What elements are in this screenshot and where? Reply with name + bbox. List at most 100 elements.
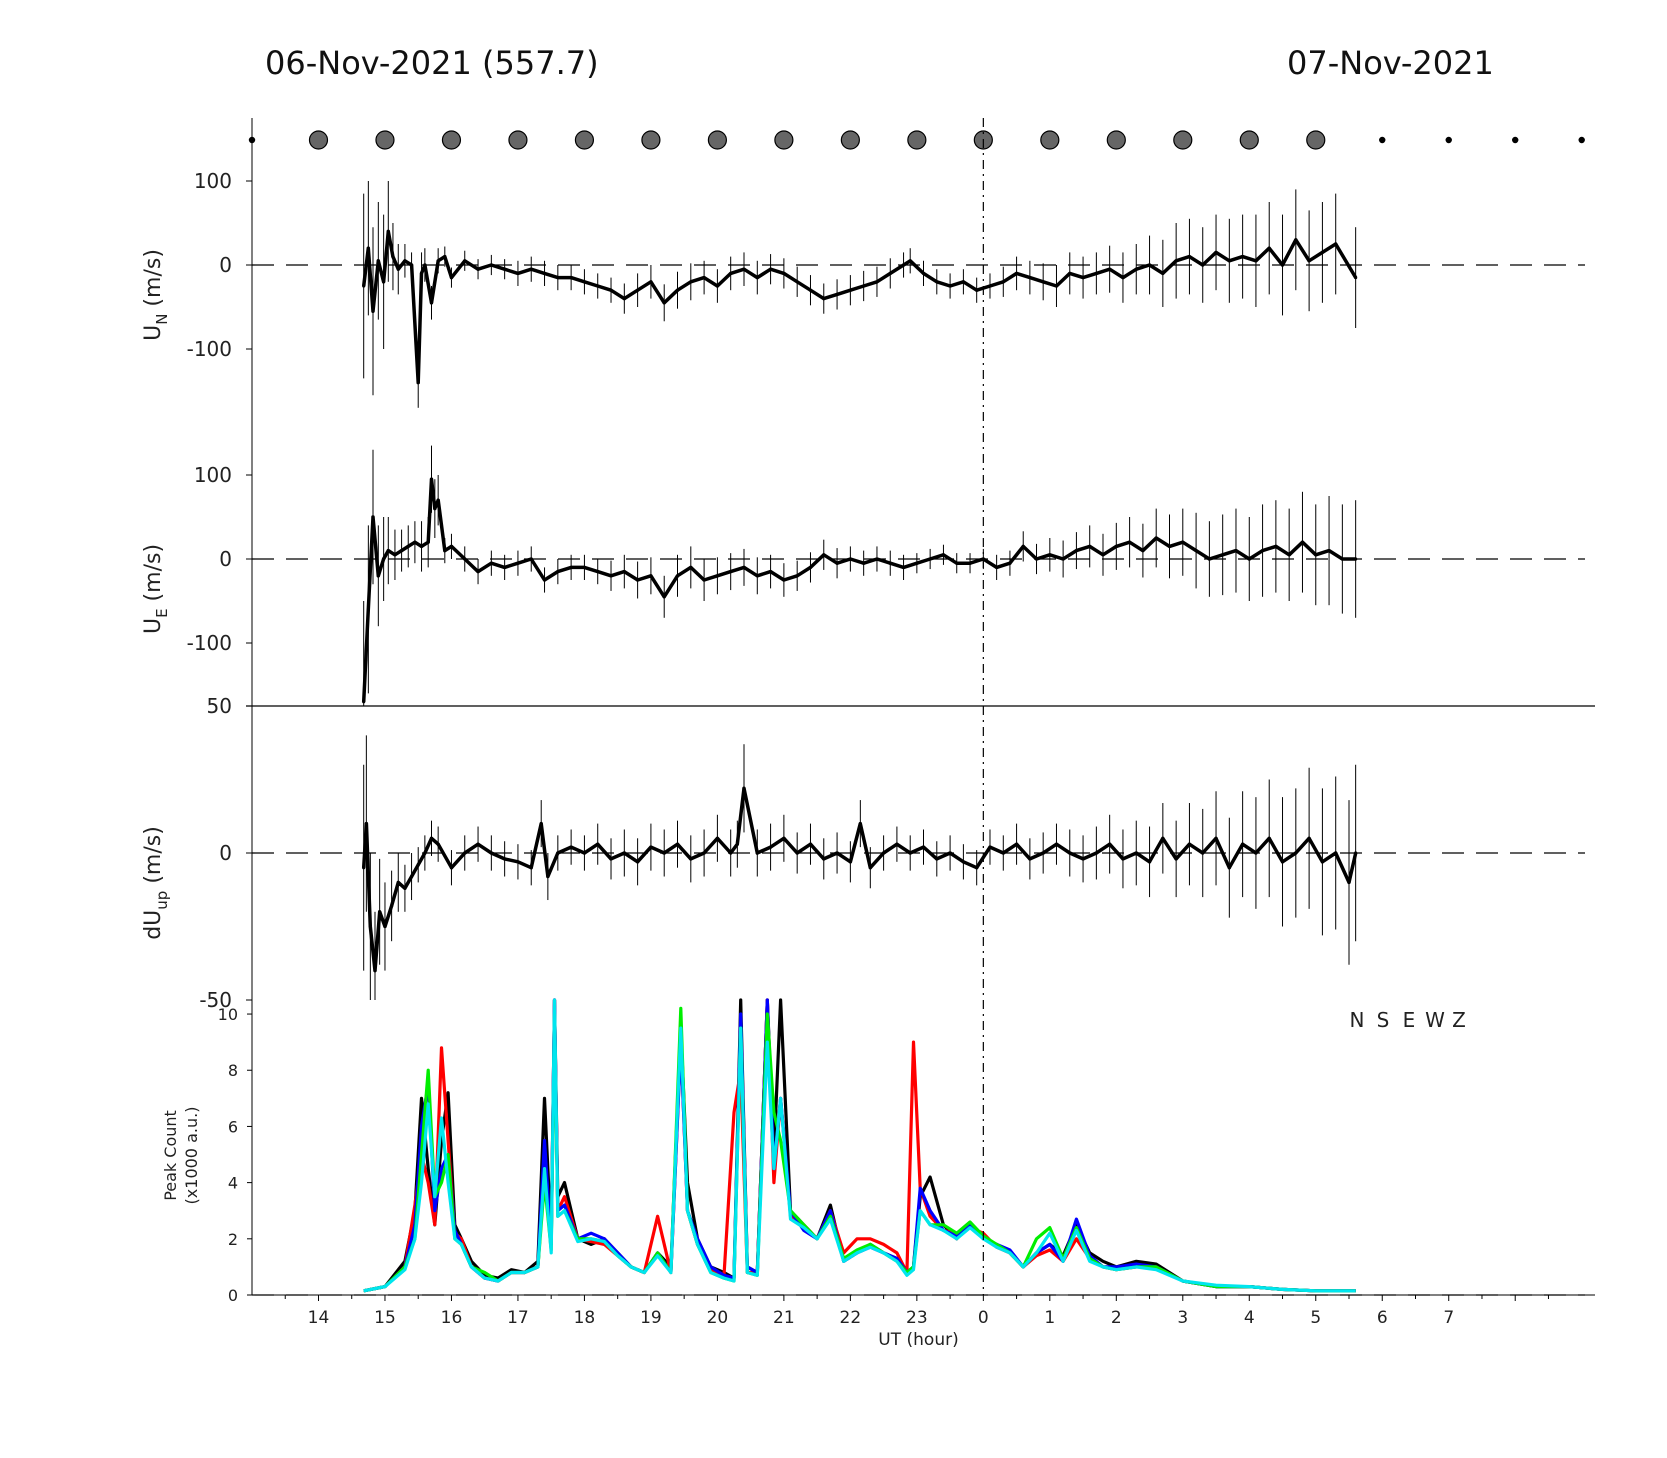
peak-series <box>363 998 1356 1293</box>
data-point <box>582 851 587 855</box>
data-point <box>476 842 480 846</box>
y-tick-label: -50 <box>199 988 232 1012</box>
data-point <box>1201 263 1205 267</box>
error-bars <box>363 445 1357 706</box>
data-point <box>675 574 680 578</box>
x-tick-label: 20 <box>707 1308 729 1328</box>
data-point <box>409 874 414 879</box>
data-point <box>1274 544 1278 549</box>
data-point <box>975 288 979 292</box>
data-point <box>822 553 826 557</box>
y-tick-label: 50 <box>207 694 232 718</box>
data-point <box>782 271 786 275</box>
data-point <box>1334 242 1338 246</box>
data-point <box>386 549 390 553</box>
x-tick-label: 2 <box>1111 1308 1122 1328</box>
y-axis-label: UN (m/s) <box>141 249 171 341</box>
data-point <box>935 857 939 861</box>
data-point <box>1354 276 1358 280</box>
data-point <box>1061 557 1065 561</box>
data-point <box>702 851 706 855</box>
data-point <box>436 842 440 846</box>
x-tick-label: 17 <box>507 1308 529 1328</box>
data-point <box>715 284 719 288</box>
data-point <box>463 259 467 263</box>
data-point <box>503 857 507 861</box>
data-point <box>822 857 826 861</box>
data-point <box>539 822 543 826</box>
marker-dot <box>1173 130 1193 150</box>
data-point <box>449 276 454 280</box>
data-point <box>1028 276 1032 280</box>
x-tick-label: 19 <box>640 1308 662 1328</box>
data-point <box>1320 860 1325 864</box>
panel-ue: 100 0 -100 UE (m/s) <box>141 412 1585 706</box>
data-point <box>373 969 377 973</box>
marker-dot <box>1106 130 1126 150</box>
data-point <box>423 263 427 267</box>
data-point <box>1014 842 1019 846</box>
data-point <box>901 565 906 570</box>
data-point <box>888 561 892 565</box>
marker-dot <box>1512 136 1519 144</box>
data-point <box>368 924 372 929</box>
data-point <box>596 842 600 846</box>
data-point <box>975 866 979 870</box>
data-point <box>1141 549 1145 553</box>
y-axis-label: UE (m/s) <box>141 544 171 634</box>
y-tick-label: 8 <box>228 1061 238 1080</box>
data-point <box>702 276 706 280</box>
data-point <box>742 267 746 271</box>
data-point <box>426 540 430 544</box>
data-point <box>848 288 852 292</box>
data-point <box>1001 280 1005 284</box>
data-point <box>988 845 992 849</box>
data-point <box>503 267 507 271</box>
data-point <box>516 860 520 864</box>
x-tick-label: 1 <box>1044 1308 1055 1328</box>
data-point <box>1254 259 1258 263</box>
data-point <box>609 574 613 578</box>
data-point <box>895 842 899 846</box>
series-line <box>361 477 1356 702</box>
data-point <box>399 549 404 553</box>
data-point <box>729 851 733 855</box>
data-point <box>1234 549 1238 553</box>
data-point <box>1054 284 1059 288</box>
marker-dot <box>1239 130 1259 150</box>
data-point <box>449 544 454 549</box>
data-point <box>729 570 733 574</box>
data-point <box>1187 842 1192 846</box>
data-point <box>908 259 912 263</box>
y-tick-label: -100 <box>187 631 232 655</box>
data-point <box>582 280 587 284</box>
data-point <box>1201 851 1205 855</box>
data-point <box>1287 553 1291 557</box>
data-point <box>1267 836 1271 840</box>
data-point <box>988 284 992 288</box>
data-point <box>390 904 394 908</box>
marker-dot <box>508 130 528 150</box>
data-point <box>463 851 467 855</box>
data-point <box>901 263 906 267</box>
x-axis-label: UT (hour) <box>878 1330 958 1350</box>
data-point <box>371 309 375 313</box>
data-point <box>516 561 520 565</box>
data-point <box>503 565 507 570</box>
data-point <box>463 557 467 561</box>
data-point <box>1068 271 1072 275</box>
data-point <box>935 280 939 284</box>
data-point <box>396 267 400 271</box>
data-point <box>436 498 440 502</box>
data-point <box>649 280 653 284</box>
data-point <box>735 842 739 846</box>
data-point <box>1314 553 1318 557</box>
data-point <box>1280 263 1285 267</box>
marker-dot <box>707 130 727 150</box>
data-point <box>1354 557 1358 561</box>
data-point <box>636 860 640 864</box>
data-point <box>1307 836 1311 840</box>
y-tick-label: -100 <box>187 337 232 361</box>
data-point <box>362 700 366 704</box>
